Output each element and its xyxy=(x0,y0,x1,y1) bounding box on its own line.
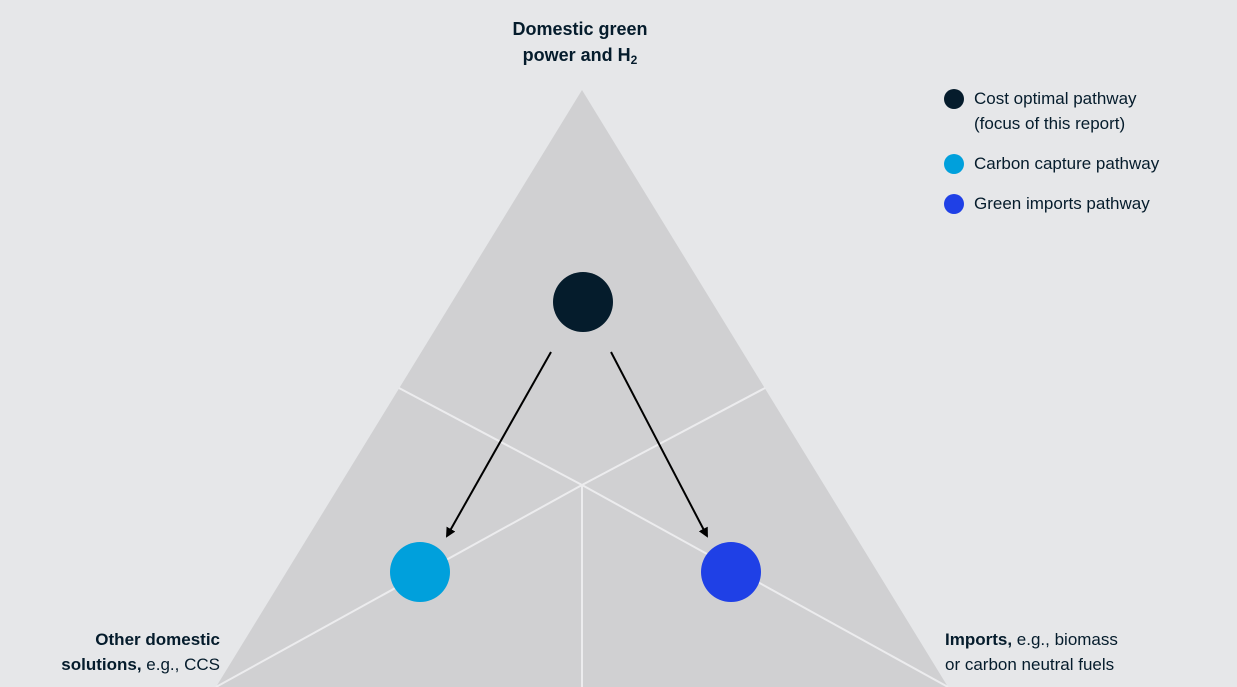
carbon-capture-pathway-dot xyxy=(390,542,450,602)
legend-label-cost-optimal: Cost optimal pathway xyxy=(974,89,1137,108)
top-vertex-label-line2: power and H2 xyxy=(430,42,730,68)
top-vertex-label-line2-text: power and H xyxy=(522,45,631,65)
right-vertex-label-line1-bold: Imports, xyxy=(945,630,1013,649)
triangle xyxy=(216,90,948,687)
right-vertex-label-line2: or carbon neutral fuels xyxy=(945,655,1115,674)
arrow-to-green-imports xyxy=(610,351,708,538)
cost-optimal-pathway-dot xyxy=(553,272,613,332)
left-vertex-label: Other domestic solutions, e.g., CCS xyxy=(61,627,220,677)
median-line-left xyxy=(398,387,583,486)
legend-label-green-imports: Green imports pathway xyxy=(974,194,1150,213)
legend-sublabel-cost-optimal: (focus of this report) xyxy=(974,114,1126,133)
legend-swatch-carbon-capture xyxy=(944,154,964,174)
left-vertex-label-line1: Other domestic xyxy=(95,630,220,649)
top-vertex-label: Domestic green power and H2 xyxy=(430,16,730,68)
legend-item-carbon-capture: Carbon capture pathway xyxy=(944,151,1159,176)
right-vertex-label: Imports, e.g., biomass or carbon neutral… xyxy=(945,627,1118,677)
legend-item-green-imports: Green imports pathway xyxy=(944,191,1159,216)
top-vertex-label-line1: Domestic green xyxy=(512,19,648,39)
legend: Cost optimal pathway (focus of this repo… xyxy=(944,86,1159,231)
legend-label-carbon-capture: Carbon capture pathway xyxy=(974,154,1160,173)
top-vertex-label-subscript: 2 xyxy=(630,53,638,67)
legend-swatch-cost-optimal xyxy=(944,89,964,109)
arrow-to-carbon-capture xyxy=(446,351,552,538)
legend-item-cost-optimal: Cost optimal pathway (focus of this repo… xyxy=(944,86,1159,136)
left-vertex-label-line2-rest: e.g., CCS xyxy=(141,655,220,674)
median-line-right-lower xyxy=(581,484,949,687)
green-imports-pathway-dot xyxy=(701,542,761,602)
median-line-right xyxy=(581,387,766,486)
right-vertex-label-line1-rest: e.g., biomass xyxy=(1012,630,1118,649)
left-vertex-label-line2-bold: solutions, xyxy=(61,655,142,674)
legend-swatch-green-imports xyxy=(944,194,964,214)
